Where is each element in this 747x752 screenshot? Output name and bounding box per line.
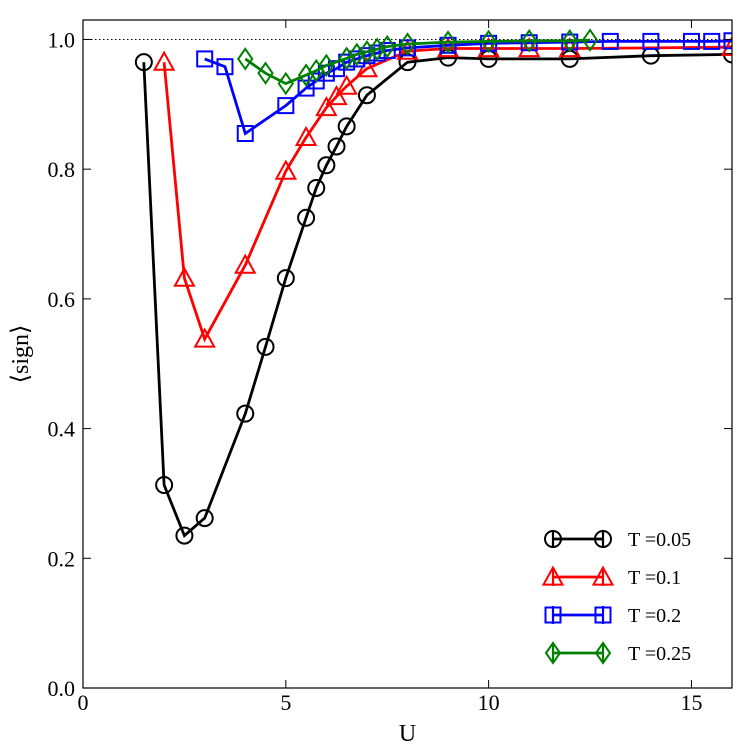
data-point-0-5 [256,337,275,356]
data-point-3-1 [257,61,274,85]
data-point-1-6 [315,95,338,117]
data-point-0-11 [337,117,356,136]
data-point-3-5 [318,53,335,78]
data-point-1-11 [436,36,460,58]
legend-marker-right-2 [594,606,612,624]
series-line-0 [142,53,732,538]
data-point-3-14 [520,29,538,53]
data-point-1-8 [335,74,358,95]
series-1 [152,35,732,348]
y-axis-label: ⟨sign⟩ [8,325,34,384]
x-tick-label-3: 15 [680,690,702,715]
data-point-0-12 [357,86,376,105]
data-point-3-15 [561,29,578,53]
data-point-0-1 [155,476,174,495]
data-point-3-11 [399,32,416,56]
data-point-2-2 [236,124,254,142]
data-point-0-10 [327,137,346,156]
data-point-1-2 [193,327,216,348]
data-point-1-1 [173,266,196,287]
legend-label-2: T =0.2 [628,605,681,627]
data-point-0-7 [297,208,316,227]
data-point-1-15 [720,35,732,56]
data-point-1-7 [325,84,348,106]
data-point-1-13 [517,36,541,58]
legend: T =0.05 T =0.1 T =0.2 T =0.25 [541,529,691,665]
data-point-1-14 [558,36,581,58]
legend-label-0: T =0.05 [628,529,691,551]
series-3 [237,28,599,96]
data-point-2-21 [703,32,721,50]
x-axis-label: U [399,721,416,747]
x-tick-label-2: 10 [478,690,500,715]
y-tick-label-4: 0.8 [48,157,76,182]
data-point-1-5 [294,125,318,146]
plot-layer: 0 5 10 150.00.20.40.60.81.0T =0.05T =0.1T =… [48,19,733,715]
data-point-1-9 [355,57,379,78]
data-point-0-8 [307,178,326,197]
data-point-3-16 [581,28,599,52]
data-point-1-10 [396,39,419,60]
y-tick-label-5: 1.0 [48,27,76,52]
data-point-3-0 [237,47,254,71]
legend-label-3: T =0.25 [628,643,691,665]
data-point-2-1 [216,58,234,76]
data-point-1-0 [152,50,176,71]
data-point-2-0 [196,50,214,68]
data-series-group [134,28,732,545]
legend-marker-right-3 [594,641,612,665]
legend-item-1: T =0.1 [541,565,681,589]
series-0 [134,45,732,545]
data-point-2-19 [642,32,660,50]
legend-item-0: T =0.05 [544,529,691,551]
data-point-0-4 [236,404,255,423]
y-tick-label-0: 0.0 [48,676,76,701]
x-tick-label-0: 0 [78,690,89,715]
legend-marker-left-1 [541,565,565,586]
y-tick-label-2: 0.4 [48,417,76,442]
data-point-0-3 [195,509,214,528]
legend-item-2: T =0.2 [544,605,681,627]
legend-label-1: T =0.1 [628,567,681,589]
data-point-3-13 [480,29,497,54]
data-point-3-2 [277,71,295,96]
legend-marker-left-3 [544,641,562,665]
series-line-1 [162,45,732,343]
data-point-2-22 [723,32,732,50]
data-point-0-6 [276,269,295,288]
data-point-3-12 [439,30,457,54]
data-point-3-10 [378,34,396,59]
legend-marker-left-2 [544,606,562,624]
legend-item-3: T =0.25 [544,641,691,665]
series-line-3 [244,38,591,86]
legend-marker-right-1 [591,565,615,586]
legend-marker-right-0 [594,530,612,548]
data-point-0-0 [134,53,153,72]
y-tick-label-1: 0.2 [48,546,76,571]
plot-frame [82,19,733,689]
data-point-0-9 [317,156,336,175]
x-tick-label-1: 5 [280,690,291,715]
legend-marker-left-0 [544,530,562,548]
data-point-2-20 [682,32,700,50]
y-tick-label-3: 0.6 [48,287,76,312]
data-point-2-18 [601,32,619,50]
data-point-1-4 [274,159,298,180]
data-point-0-2 [175,526,194,545]
data-point-1-12 [477,36,500,58]
data-point-1-3 [234,253,257,274]
data-point-2-3 [277,97,295,115]
